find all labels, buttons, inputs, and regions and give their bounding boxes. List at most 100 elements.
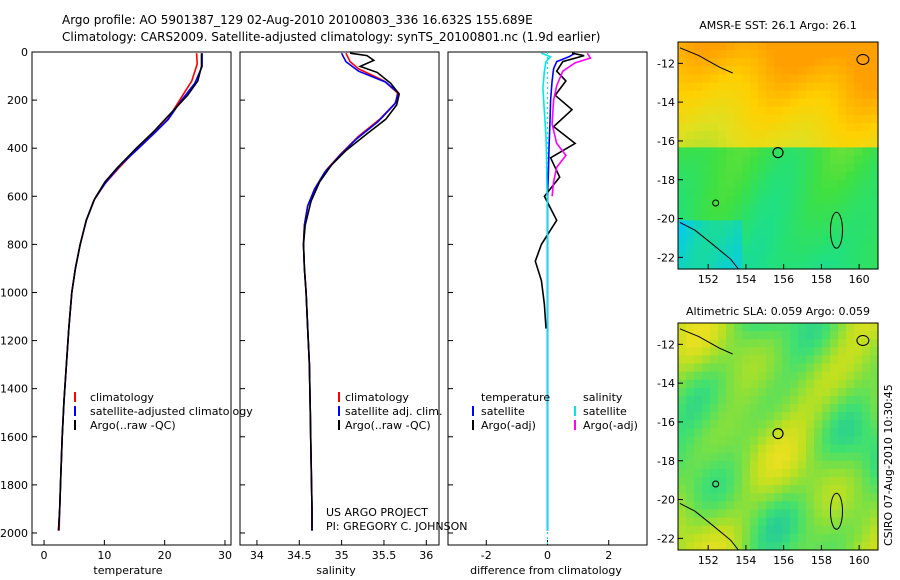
heatmap-cell bbox=[838, 106, 847, 116]
heatmap-cell bbox=[734, 509, 743, 519]
heatmap-cell bbox=[686, 196, 695, 205]
heatmap-cell bbox=[758, 323, 767, 332]
heatmap-cell bbox=[774, 525, 783, 535]
series-salinity-satellite bbox=[541, 52, 553, 531]
heatmap-cell bbox=[710, 501, 719, 511]
heatmap-cell bbox=[718, 371, 727, 381]
reef-outline bbox=[830, 211, 843, 249]
heatmap-cell bbox=[806, 58, 815, 67]
heatmap-cell bbox=[734, 541, 743, 551]
heatmap-cell bbox=[822, 123, 831, 132]
heatmap-cell bbox=[694, 42, 703, 51]
heatmap-cell bbox=[782, 50, 791, 59]
heatmap-cell bbox=[702, 420, 711, 429]
heatmap-cell bbox=[782, 387, 791, 397]
heatmap-cell bbox=[846, 355, 855, 365]
heatmap-cell bbox=[766, 252, 775, 262]
heatmap-cell bbox=[726, 339, 735, 348]
heatmap-cell bbox=[790, 387, 799, 397]
heatmap-cell bbox=[742, 123, 751, 132]
heatmap-cell bbox=[798, 493, 807, 502]
heatmap-cell bbox=[734, 98, 743, 108]
heatmap-cell bbox=[806, 252, 815, 262]
heatmap-cell bbox=[798, 509, 807, 519]
heatmap-cell bbox=[758, 90, 767, 100]
heatmap-cell bbox=[750, 436, 759, 446]
heatmap-cell bbox=[830, 387, 839, 397]
heatmap-cell bbox=[750, 323, 759, 332]
heatmap-cell bbox=[862, 412, 871, 421]
heatmap-cell bbox=[846, 260, 855, 270]
heatmap-cell bbox=[782, 420, 791, 429]
heatmap-cell bbox=[686, 485, 695, 494]
y-tick-label: 200 bbox=[7, 94, 28, 107]
heatmap-cell bbox=[870, 452, 879, 462]
heatmap-cell bbox=[870, 114, 879, 124]
heatmap-cell bbox=[686, 452, 695, 462]
heatmap-cell bbox=[822, 541, 831, 551]
heatmap-cell bbox=[774, 517, 783, 527]
heatmap-cell bbox=[790, 244, 799, 254]
heatmap-cell bbox=[806, 260, 815, 270]
heatmap-cell bbox=[814, 252, 823, 262]
heatmap-cell bbox=[774, 196, 783, 205]
heatmap-cell bbox=[838, 387, 847, 397]
heatmap-cell bbox=[822, 163, 831, 173]
heatmap-cell bbox=[782, 485, 791, 494]
heatmap-cell bbox=[734, 82, 743, 92]
heatmap-cell bbox=[862, 331, 871, 340]
heatmap-cell bbox=[694, 220, 703, 230]
heatmap-cell bbox=[814, 212, 823, 221]
heatmap-cell bbox=[686, 106, 695, 116]
heatmap-cell bbox=[806, 379, 815, 389]
heatmap-cell bbox=[862, 404, 871, 413]
heatmap-cell bbox=[766, 212, 775, 221]
heatmap-cell bbox=[734, 139, 743, 148]
heatmap-cell bbox=[710, 395, 719, 405]
heatmap-cell bbox=[798, 339, 807, 348]
heatmap-cell bbox=[758, 196, 767, 205]
heatmap-cell bbox=[710, 82, 719, 92]
heatmap-cell bbox=[758, 179, 767, 189]
heatmap-cell bbox=[798, 50, 807, 59]
heatmap-cell bbox=[838, 50, 847, 59]
heatmap-cell bbox=[686, 114, 695, 124]
heatmap-cell bbox=[686, 123, 695, 132]
heatmap-cell bbox=[766, 196, 775, 205]
heatmap-cell bbox=[758, 420, 767, 429]
heatmap-cell bbox=[718, 179, 727, 189]
heatmap-cell bbox=[718, 131, 727, 140]
heatmap-cell bbox=[686, 212, 695, 221]
heatmap-cell bbox=[710, 90, 719, 100]
heatmap-cell bbox=[678, 98, 687, 108]
heatmap-cell bbox=[734, 114, 743, 124]
sla-map-frame bbox=[677, 322, 879, 551]
legend-header-salinity: salinity bbox=[583, 391, 623, 404]
heatmap-cell bbox=[726, 220, 735, 230]
heatmap-cell bbox=[830, 468, 839, 478]
heatmap-cell bbox=[758, 74, 767, 84]
heatmap-cell bbox=[694, 123, 703, 132]
heatmap-cell bbox=[718, 477, 727, 486]
heatmap-cell bbox=[830, 171, 839, 181]
x-tick-label: -2 bbox=[481, 549, 492, 562]
heatmap-cell bbox=[694, 212, 703, 221]
heatmap-cell bbox=[830, 331, 839, 340]
heatmap-cell bbox=[686, 260, 695, 270]
legend-label: satellite-adjusted climatology bbox=[90, 405, 253, 418]
x-tick-label: 35.5 bbox=[372, 549, 397, 562]
heatmap-cell bbox=[870, 339, 879, 348]
heatmap-cell bbox=[726, 196, 735, 205]
heatmap-cell bbox=[766, 82, 775, 92]
heatmap-cell bbox=[710, 517, 719, 527]
heatmap-cell bbox=[694, 452, 703, 462]
heatmap-cell bbox=[750, 98, 759, 108]
heatmap-cell bbox=[678, 139, 687, 148]
heatmap-cell bbox=[838, 339, 847, 348]
heatmap-cell bbox=[774, 131, 783, 140]
heatmap-cell bbox=[694, 517, 703, 527]
heatmap-cell bbox=[774, 420, 783, 429]
heatmap-cell bbox=[726, 204, 735, 213]
heatmap-cell bbox=[870, 436, 879, 446]
heatmap-cell bbox=[702, 123, 711, 132]
